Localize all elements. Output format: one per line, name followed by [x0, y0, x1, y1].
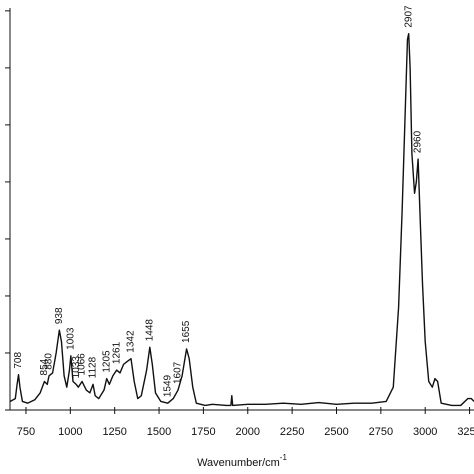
x-tick-label: 1500 [147, 426, 171, 438]
x-axis-label-main: Wavenumber/cm [197, 457, 280, 469]
x-tick-label: 1750 [191, 426, 215, 438]
x-tick-label: 2500 [324, 426, 348, 438]
x-tick-label: 1250 [102, 426, 126, 438]
peak-label: 1342 [126, 330, 137, 353]
peak-label: 708 [13, 352, 24, 369]
peak-label: 1205 [101, 350, 112, 373]
peak-label: 1033 [71, 356, 82, 379]
peak-label: 2960 [413, 130, 424, 153]
x-tick-label: 3000 [413, 426, 437, 438]
peak-label: 1607 [173, 361, 184, 384]
peak-label: 1128 [88, 356, 99, 378]
x-tick-label: 750 [17, 426, 35, 438]
x-tick-label: 2750 [369, 426, 393, 438]
peak-label: 854 [39, 358, 50, 375]
spectrum-line [9, 32, 474, 407]
peak-label: 938 [54, 307, 65, 324]
x-tick-label: 1000 [58, 426, 82, 438]
peak-label: 1261 [111, 341, 122, 364]
peak-label: 1066 [77, 353, 88, 376]
x-tick-label: 2000 [236, 426, 260, 438]
x-axis-label: Wavenumber/cm-1 [197, 453, 287, 469]
x-axis-label-sup: -1 [280, 453, 288, 462]
x-tick-label: 3250 [457, 426, 474, 438]
peak-label: 1655 [181, 320, 192, 343]
peak-label: 2907 [403, 5, 414, 28]
peak-label: 1448 [144, 319, 155, 342]
x-tick-label: 2250 [280, 426, 304, 438]
peak-label: 1003 [66, 327, 77, 350]
peak-label: 1549 [162, 374, 173, 397]
peak-label: 880 [44, 353, 55, 370]
